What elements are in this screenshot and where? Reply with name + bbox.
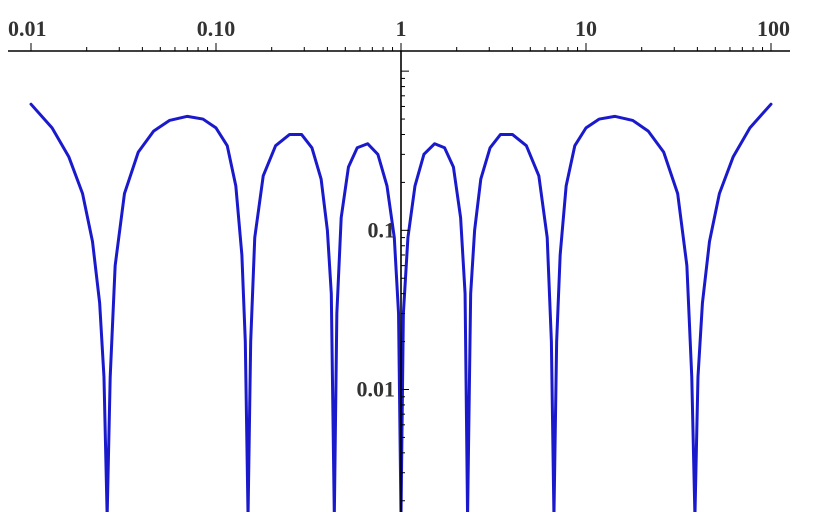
x-tick-label: 100 <box>757 16 790 41</box>
y-ticks <box>401 70 409 502</box>
x-tick-label: 10 <box>575 16 597 41</box>
y-tick-label: 0.1 <box>368 217 396 242</box>
y-tick-label: 0.01 <box>357 377 396 402</box>
x-tick-label: 0.10 <box>197 16 236 41</box>
x-axis: 0.01 0.10 1 10 100 <box>8 16 790 52</box>
y-axis: 0.1 0.01 <box>357 51 409 512</box>
plot-curve <box>29 102 773 512</box>
series-line <box>29 102 773 512</box>
y-tick-labels: 0.1 0.01 <box>357 217 396 401</box>
x-tick-label: 1 <box>396 16 407 41</box>
x-tick-label: 0.01 <box>8 16 47 41</box>
x-ticks <box>30 43 772 51</box>
x-tick-labels: 0.01 0.10 1 10 100 <box>8 16 790 41</box>
